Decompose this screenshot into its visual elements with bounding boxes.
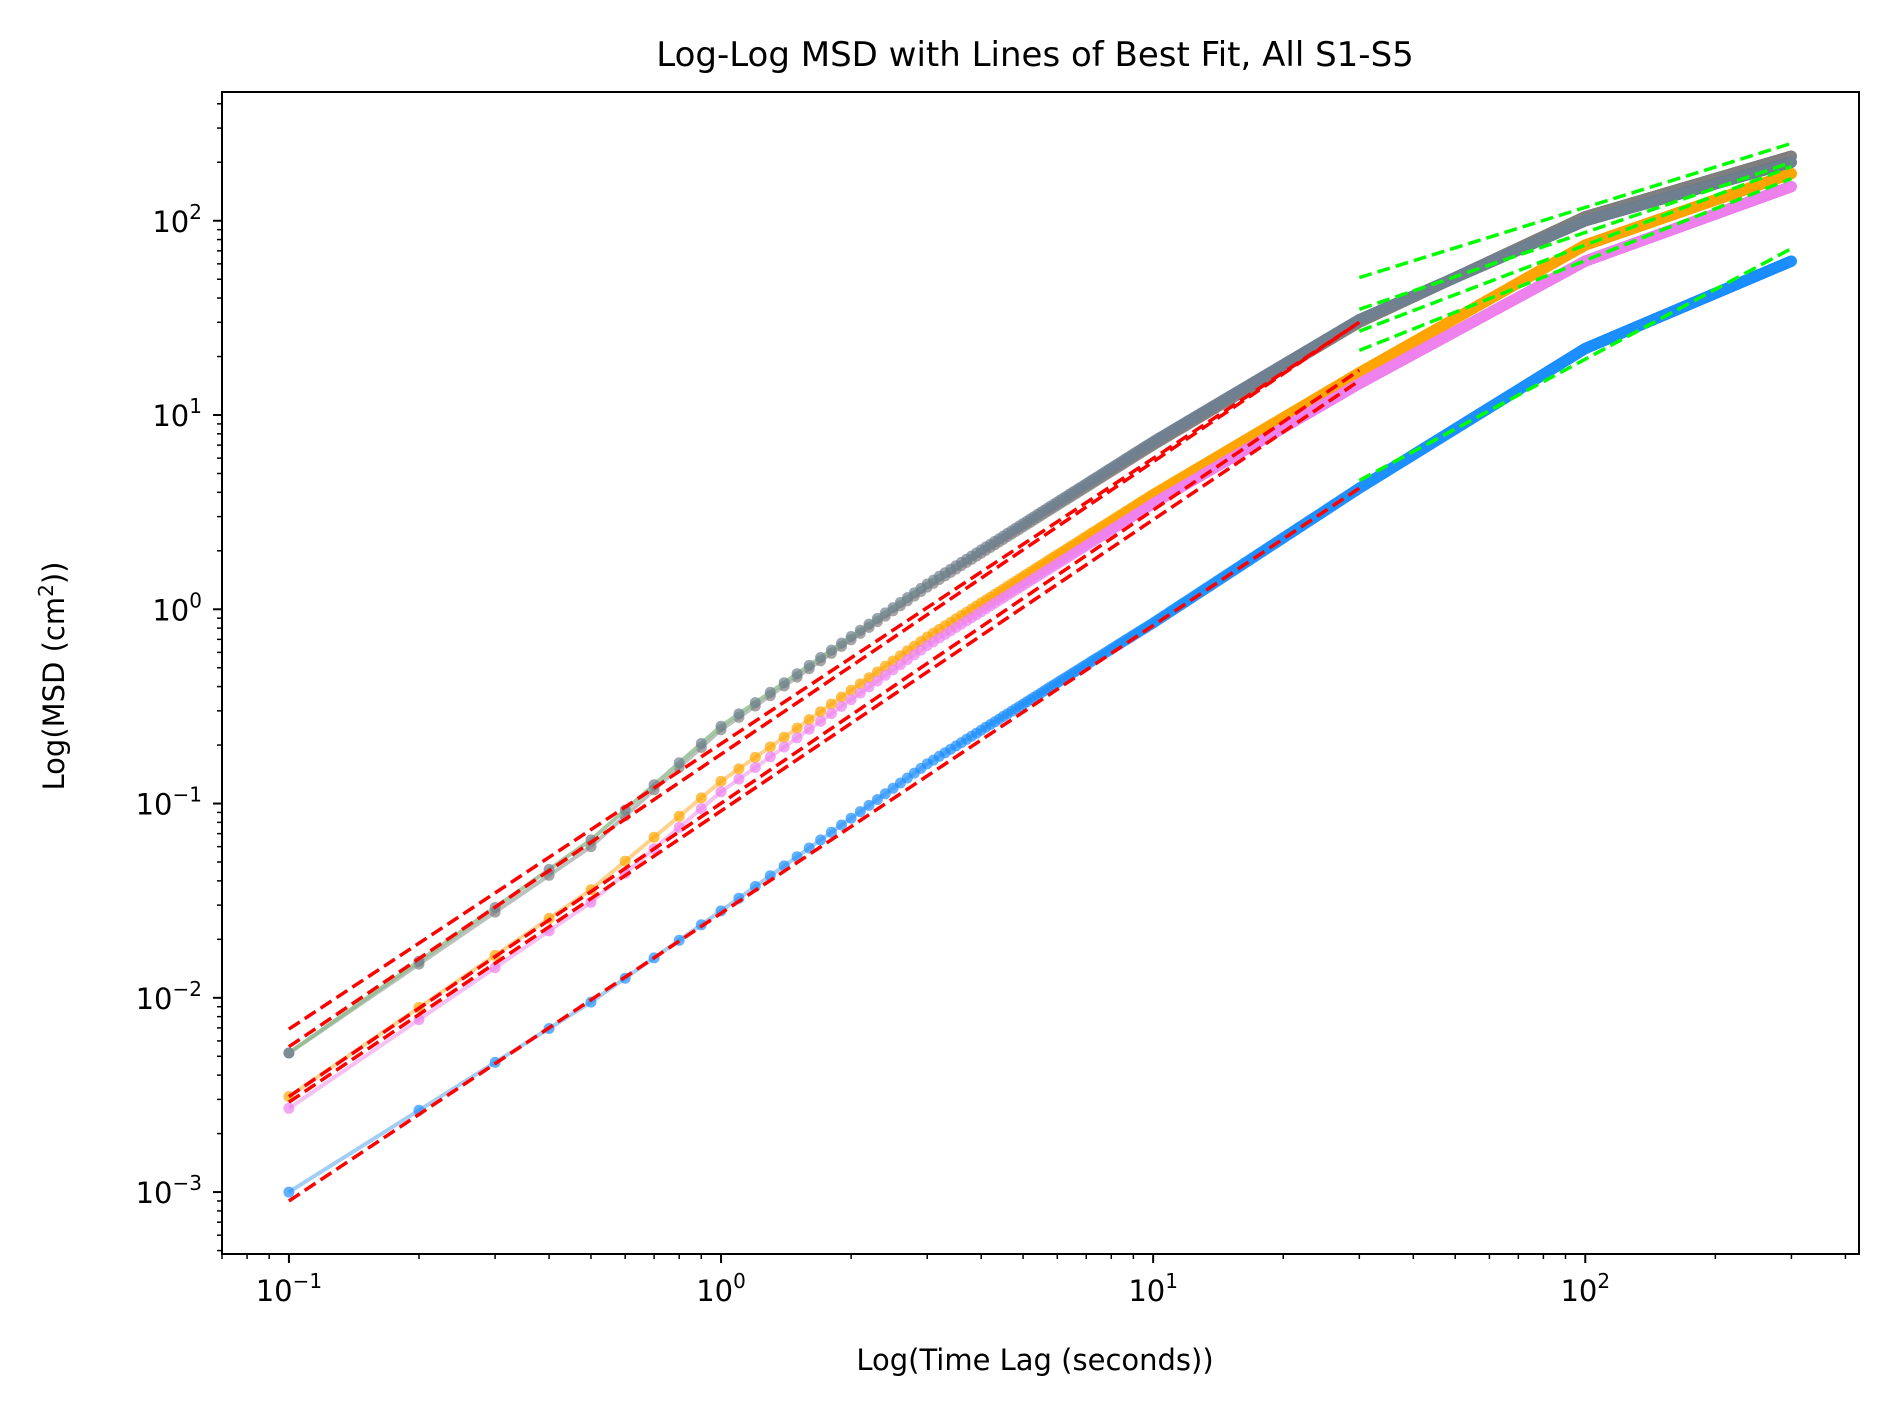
series-2-point	[764, 686, 776, 698]
chart-title: Log-Log MSD with Lines of Best Fit, All …	[656, 35, 1414, 75]
y-axis-label: Log(MSD (cm2))	[34, 562, 71, 791]
series-2-point	[845, 631, 857, 642]
y-axis-label-main: Log(MSD (cm	[37, 597, 71, 791]
y-axis-label-tail: ))	[37, 562, 71, 585]
series-2-point	[695, 738, 707, 749]
series-2-point	[825, 644, 837, 656]
series-2-point	[815, 652, 827, 663]
plot-content	[283, 141, 1797, 1203]
series-2-point	[836, 637, 847, 649]
series-2-point	[733, 708, 745, 720]
series-2-point	[715, 720, 727, 732]
series-2-point	[673, 757, 685, 769]
series-2-point	[791, 668, 803, 680]
series-2-point	[749, 697, 761, 709]
series-2-point	[778, 677, 790, 689]
x-axis-label: Log(Time Lag (seconds))	[856, 1343, 1213, 1377]
series-2-point	[803, 659, 815, 671]
series-2-point	[283, 1047, 295, 1059]
y-axis-label-superscript: 2	[34, 584, 58, 597]
